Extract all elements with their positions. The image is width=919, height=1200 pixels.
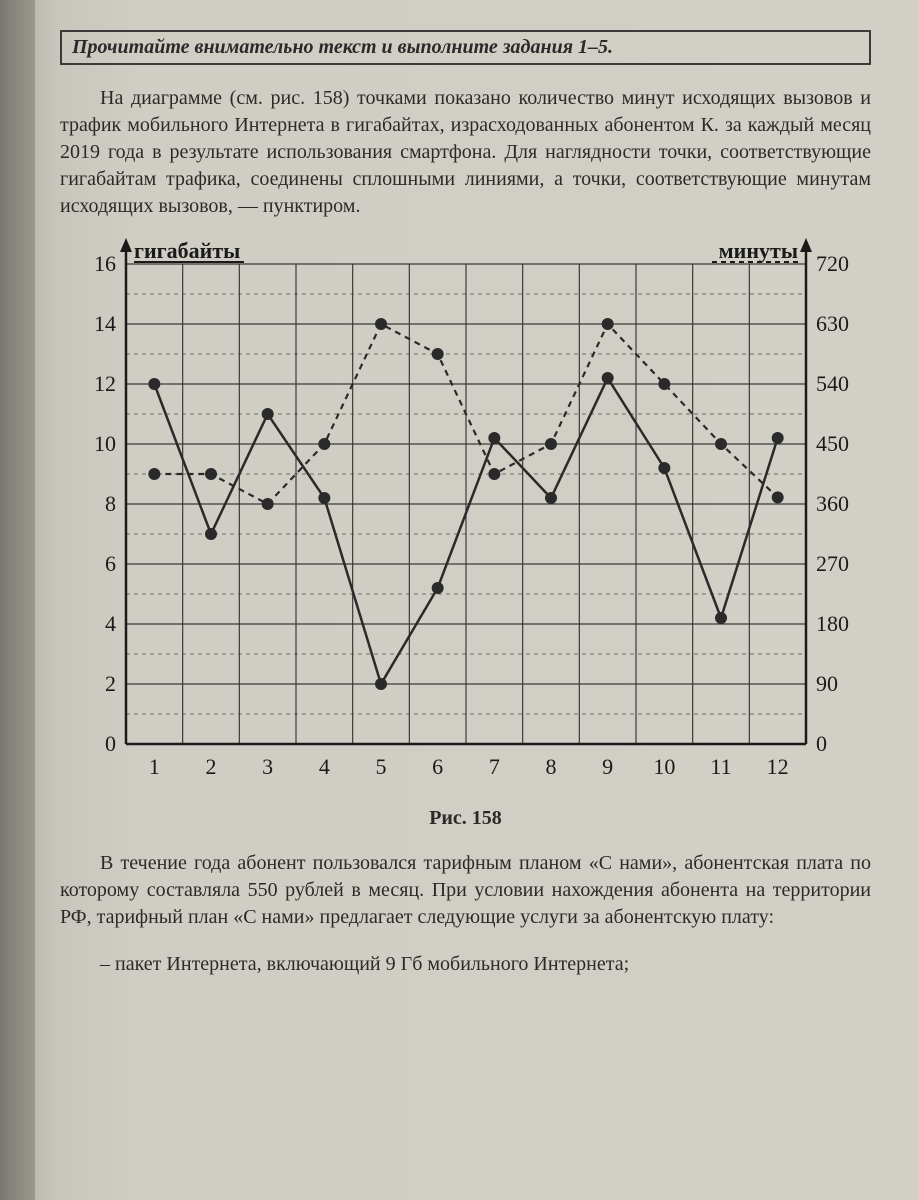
svg-text:12: 12 (94, 371, 116, 396)
svg-text:8: 8 (545, 754, 556, 779)
page: Прочитайте внимательно текст и выполните… (0, 0, 919, 1200)
svg-text:6: 6 (105, 551, 116, 576)
svg-text:11: 11 (710, 754, 731, 779)
svg-text:10: 10 (94, 431, 116, 456)
svg-text:5: 5 (375, 754, 386, 779)
svg-text:гигабайты: гигабайты (134, 238, 240, 263)
svg-text:10: 10 (653, 754, 675, 779)
svg-text:14: 14 (94, 311, 116, 336)
book-spine-shadow (0, 0, 35, 1200)
svg-text:16: 16 (94, 251, 116, 276)
svg-text:8: 8 (105, 491, 116, 516)
svg-text:720: 720 (816, 251, 849, 276)
svg-text:6: 6 (432, 754, 443, 779)
svg-text:540: 540 (816, 371, 849, 396)
svg-text:9: 9 (602, 754, 613, 779)
chart-container: 0246810121416090180270360450540630720123… (66, 234, 866, 799)
svg-text:450: 450 (816, 431, 849, 456)
svg-text:2: 2 (205, 754, 216, 779)
paragraph-2: В течение года абонент пользовался тариф… (60, 850, 871, 931)
svg-text:0: 0 (105, 731, 116, 756)
bullet-item-1: – пакет Интернета, включающий 9 Гб мобил… (60, 951, 871, 978)
dual-axis-chart: 0246810121416090180270360450540630720123… (66, 234, 866, 794)
figure-caption: Рис. 158 (60, 807, 871, 830)
svg-text:4: 4 (318, 754, 329, 779)
svg-text:4: 4 (105, 611, 116, 636)
svg-text:3: 3 (262, 754, 273, 779)
svg-text:1: 1 (148, 754, 159, 779)
svg-text:360: 360 (816, 491, 849, 516)
paragraph-1: На диаграмме (см. рис. 158) точками пока… (60, 85, 871, 220)
svg-text:12: 12 (766, 754, 788, 779)
svg-text:270: 270 (816, 551, 849, 576)
svg-text:630: 630 (816, 311, 849, 336)
svg-text:2: 2 (105, 671, 116, 696)
svg-text:минуты: минуты (718, 238, 797, 263)
svg-text:180: 180 (816, 611, 849, 636)
svg-text:7: 7 (488, 754, 499, 779)
svg-text:0: 0 (816, 731, 827, 756)
task-instruction-text: Прочитайте внимательно текст и выполните… (72, 36, 613, 58)
task-instruction-box: Прочитайте внимательно текст и выполните… (60, 30, 871, 65)
svg-text:90: 90 (816, 671, 838, 696)
